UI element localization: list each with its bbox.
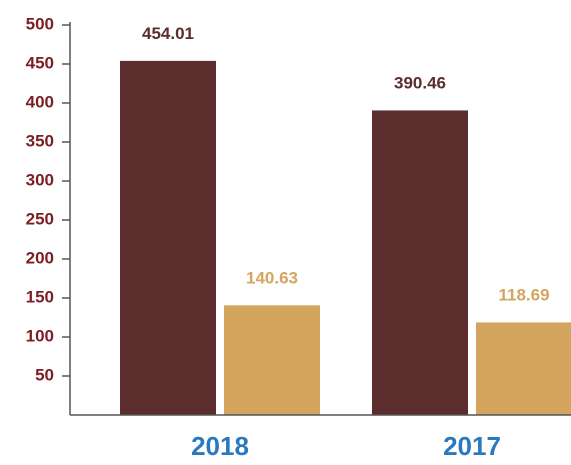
bar-2018-series-1: [120, 60, 216, 416]
y-tick-label: 300: [26, 170, 54, 189]
x-category-label: 2017: [443, 431, 501, 461]
x-category-label: 2018: [191, 431, 249, 461]
y-tick-label: 350: [26, 131, 54, 150]
y-tick-label: 400: [26, 92, 54, 111]
data-labels: 454.01 140.63 390.46 118.69: [142, 24, 550, 305]
y-axis: 50 100 150 200 250 300 350 400 450 500: [26, 14, 71, 415]
data-label: 118.69: [498, 285, 549, 304]
y-tick-label: 500: [26, 14, 54, 33]
data-label: 390.46: [394, 73, 446, 92]
data-label: 140.63: [246, 268, 298, 287]
data-label: 454.01: [142, 24, 194, 43]
y-tick-label: 150: [26, 287, 54, 306]
y-tick-label: 50: [35, 365, 54, 384]
bar-2018-series-2: [224, 305, 320, 415]
y-tick-label: 100: [26, 326, 54, 345]
x-axis: 2018 2017: [70, 414, 571, 461]
bar-2017-series-1: [372, 110, 468, 416]
bars: [120, 60, 571, 416]
y-tick-label: 250: [26, 209, 54, 228]
bar-2017-series-2: [476, 322, 571, 415]
y-tick-label: 450: [26, 53, 54, 72]
y-tick-label: 200: [26, 248, 54, 267]
